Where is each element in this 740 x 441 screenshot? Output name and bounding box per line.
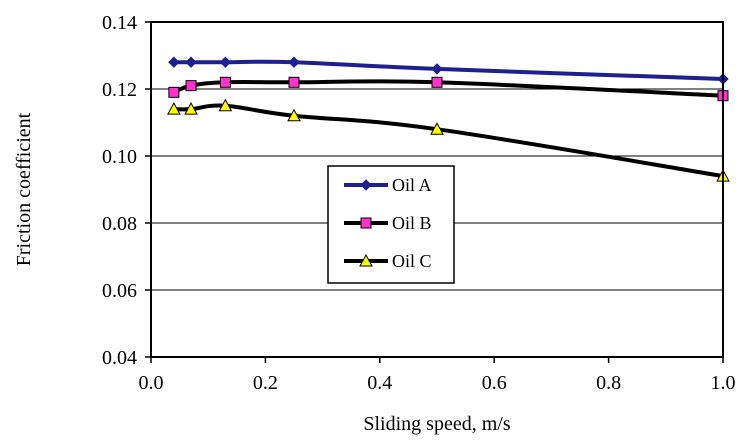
x-tick-label: 0.8 [596, 372, 621, 394]
legend-label: Oil C [392, 251, 432, 271]
y-tick-label: 0.04 [102, 347, 137, 369]
data-point [288, 56, 300, 68]
y-tick-label: 0.06 [102, 280, 137, 302]
legend-marker [359, 253, 373, 267]
legend-marker [360, 217, 372, 229]
legend-label: Oil B [392, 213, 432, 233]
data-point [218, 98, 233, 112]
data-point [168, 86, 180, 98]
x-tick-label: 0.4 [367, 372, 392, 394]
legend-label: Oil A [392, 175, 432, 195]
data-point [184, 102, 198, 115]
x-tick-label: 0.2 [253, 372, 278, 394]
legend-item: Oil B [344, 213, 432, 233]
data-point [219, 56, 232, 68]
x-tick-label: 0.6 [482, 372, 507, 394]
y-tick-label: 0.08 [102, 213, 137, 235]
series-oil-a [168, 56, 729, 85]
legend-item: Oil A [344, 175, 432, 195]
data-point [167, 102, 181, 115]
data-point [219, 76, 231, 88]
series-layer [167, 56, 730, 182]
data-point [185, 56, 197, 68]
data-point [288, 76, 300, 88]
legend: Oil A Oil B Oil C [327, 165, 455, 284]
data-point [431, 76, 443, 88]
series-line [171, 59, 725, 81]
plot-area-frame [150, 21, 724, 358]
series-line [171, 79, 725, 98]
legend-item: Oil C [344, 251, 432, 271]
y-axis-ticks: 0.04 0.06 0.08 0.10 0.12 0.14 [102, 12, 151, 369]
data-point [431, 63, 443, 75]
x-axis-ticks: 0.0 0.2 0.4 0.6 0.8 1.0 [139, 357, 736, 394]
legend-marker [360, 179, 372, 191]
y-tick-label: 0.10 [102, 146, 137, 168]
data-point [185, 80, 197, 92]
data-point [430, 122, 444, 135]
y-tick-label: 0.12 [102, 79, 137, 101]
x-tick-label: 0.0 [139, 372, 164, 394]
x-tick-label: 1.0 [711, 372, 736, 394]
y-axis-label: Friction coefficient [13, 112, 35, 266]
x-axis-label: Sliding speed, m/s [363, 413, 510, 435]
y-tick-label: 0.14 [102, 12, 137, 34]
data-point [168, 56, 180, 68]
data-point [287, 108, 301, 122]
